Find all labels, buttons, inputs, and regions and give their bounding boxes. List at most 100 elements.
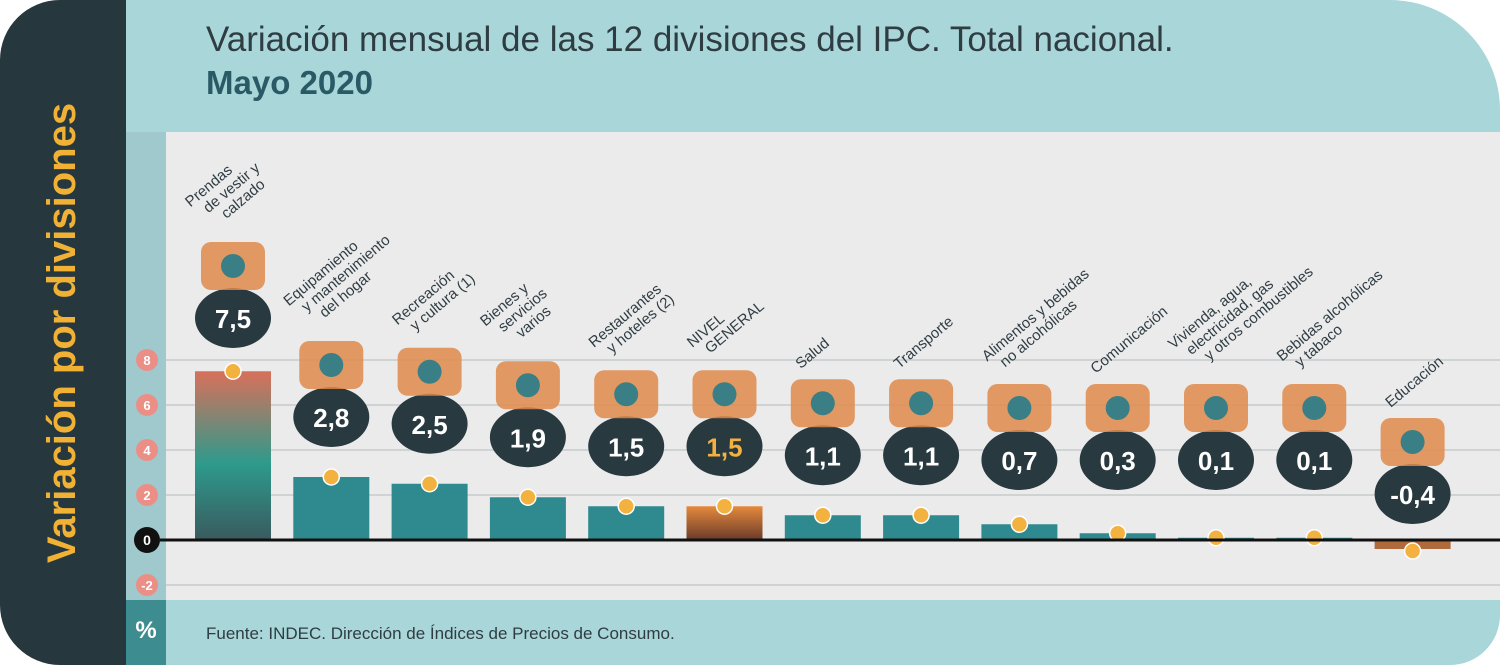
light-bulb-icon xyxy=(1184,384,1248,432)
value-bubble xyxy=(1079,430,1156,490)
category-label: Transporte xyxy=(891,313,957,372)
category-label-line: Educación xyxy=(1382,353,1447,411)
restaurant-icon xyxy=(594,370,659,419)
y-tick-badge xyxy=(136,394,158,416)
bar-marker xyxy=(1305,529,1324,547)
school-book-icon xyxy=(1380,418,1445,466)
value-bubble xyxy=(489,407,566,468)
icon-shape xyxy=(1302,396,1327,420)
scissors-icon xyxy=(495,361,560,410)
y-tick-badge xyxy=(136,439,158,461)
bar-marker xyxy=(715,497,734,515)
icon-shape xyxy=(909,391,934,416)
value-label: 1,9 xyxy=(510,423,546,453)
category-label: Salud xyxy=(792,335,832,373)
value-label: 1,5 xyxy=(608,432,644,462)
shopping-basket-icon xyxy=(692,370,757,419)
icon-shape xyxy=(1105,396,1130,420)
value-bubble xyxy=(195,288,271,348)
value-label: -0,4 xyxy=(1390,480,1435,510)
value-label: 0,3 xyxy=(1100,446,1136,476)
category-label: Equipamientoy mantenimientodel hogar xyxy=(280,219,403,334)
y-tick-label: 0 xyxy=(143,532,151,548)
value-bubble xyxy=(883,425,960,486)
bar-marker xyxy=(420,475,439,493)
bus-icon xyxy=(889,379,954,428)
footer: Fuente: INDEC. Dirección de Índices de P… xyxy=(126,600,1500,665)
y-tick-badge xyxy=(136,574,158,596)
unit-label: % xyxy=(126,600,166,665)
icon-shape xyxy=(614,382,639,407)
bar-marker xyxy=(1207,529,1225,547)
y-tick-badge xyxy=(136,484,158,506)
side-panel: Variación por divisiones xyxy=(0,0,126,665)
bar-marker xyxy=(224,362,242,380)
value-bubble xyxy=(784,425,861,486)
value-bubble xyxy=(1276,430,1353,490)
value-label: 0,7 xyxy=(1001,446,1037,476)
bottle-icon xyxy=(1282,384,1347,432)
value-label: 7,5 xyxy=(215,304,251,334)
value-label: 0,1 xyxy=(1198,446,1234,476)
value-label: 2,5 xyxy=(412,410,448,440)
y-tick-label: -2 xyxy=(141,578,153,593)
value-bubble xyxy=(1178,430,1254,490)
value-bubble xyxy=(293,387,370,447)
category-label-line: Alimentos y bebidas xyxy=(979,265,1093,364)
value-label: 1,5 xyxy=(706,432,742,462)
chart-title: Variación mensual de las 12 divisiones d… xyxy=(206,20,1174,59)
category-label-line: Comunicación xyxy=(1087,303,1171,377)
value-label: 1,1 xyxy=(903,441,939,471)
value-label: 0,1 xyxy=(1296,446,1332,476)
category-label: Restaurantesy hoteles (2) xyxy=(586,279,678,364)
bar-marker xyxy=(814,506,832,524)
first-aid-kit-icon xyxy=(790,379,855,428)
icon-shape xyxy=(319,353,344,377)
bar-marker xyxy=(912,506,930,524)
icon-shape xyxy=(515,373,540,398)
bar-marker xyxy=(617,497,635,515)
bar xyxy=(195,371,271,540)
roast-chicken-icon xyxy=(987,384,1052,432)
category-label: Prendasde vestir ycalzado xyxy=(182,147,274,235)
y-tick-badge xyxy=(134,527,160,553)
icon-shape xyxy=(712,382,737,407)
bar xyxy=(391,483,468,540)
category-label: Comunicación xyxy=(1087,303,1171,377)
category-label: NIVELGENERAL xyxy=(684,286,768,364)
y-tick-label: 6 xyxy=(143,398,150,413)
recreation-icon xyxy=(397,347,462,396)
value-label: 2,8 xyxy=(313,403,349,433)
y-tick-badge xyxy=(136,349,158,371)
icon-shape xyxy=(1400,430,1425,454)
category-label: Recreacióny cultura (1) xyxy=(389,258,479,341)
icon-shape xyxy=(417,359,442,384)
y-tick-label: 2 xyxy=(143,488,150,503)
value-bubble xyxy=(686,416,763,477)
category-label: Bienes yserviciosvarios xyxy=(477,273,561,354)
chart-subtitle: Mayo 2020 xyxy=(206,64,373,101)
bar-marker xyxy=(1403,542,1422,560)
icon-shape xyxy=(1204,396,1228,420)
category-label-line: Transporte xyxy=(891,313,957,372)
mobile-phone-icon xyxy=(1085,384,1150,432)
icon-shape xyxy=(810,391,835,416)
bar xyxy=(293,477,370,540)
value-bubble xyxy=(1374,464,1451,524)
icon-shape xyxy=(1007,396,1032,420)
header: Variación mensual de las 12 divisiones d… xyxy=(126,0,1500,132)
bar-marker xyxy=(322,468,341,486)
source-note: Fuente: INDEC. Dirección de Índices de P… xyxy=(206,624,675,643)
y-tick-label: 8 xyxy=(143,353,150,368)
value-bubble xyxy=(391,393,468,454)
value-bubble xyxy=(588,416,665,477)
value-bubble xyxy=(981,430,1058,490)
category-label-line: Salud xyxy=(792,335,832,373)
shirt-icon xyxy=(201,242,265,290)
icon-shape xyxy=(221,254,245,278)
washing-machine-icon xyxy=(299,341,364,389)
category-label: Educación xyxy=(1382,353,1447,411)
bar-marker xyxy=(519,488,537,506)
